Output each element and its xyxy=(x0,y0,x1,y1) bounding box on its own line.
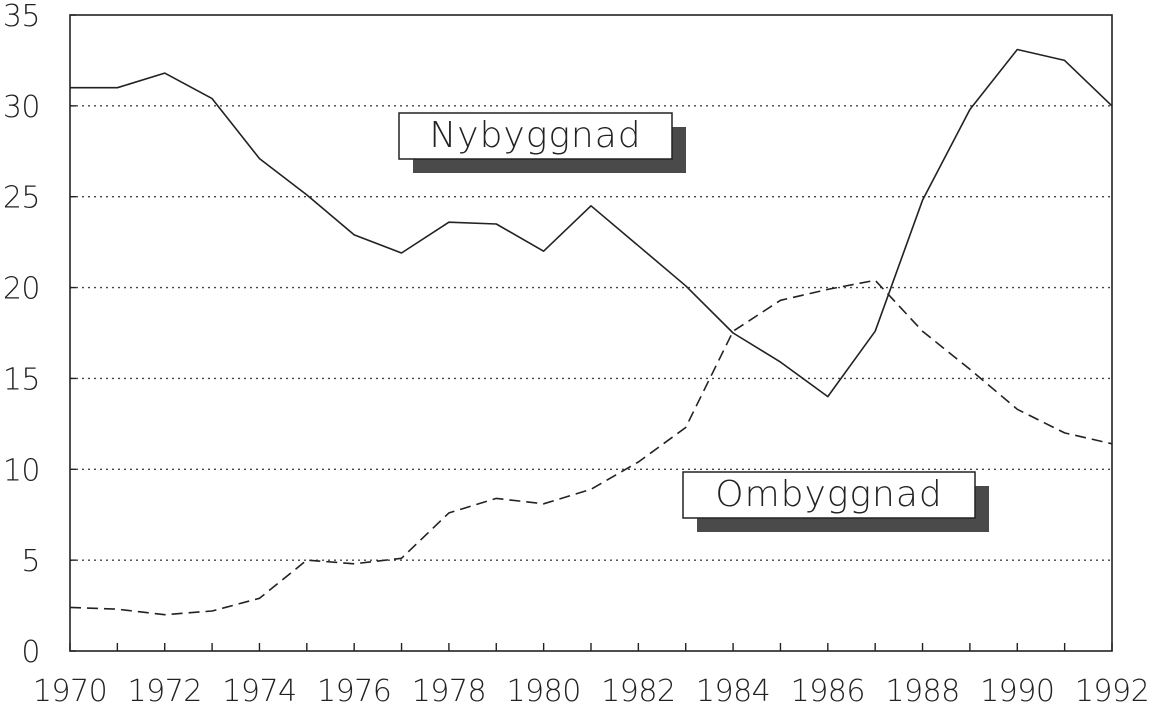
y-tick-label: 0 xyxy=(21,635,40,670)
y-tick-label: 30 xyxy=(3,90,40,125)
x-tick-label: 1984 xyxy=(696,674,770,709)
x-tick-label: 1976 xyxy=(317,674,391,709)
x-tick-label: 1970 xyxy=(33,674,107,709)
x-tick-label: 1986 xyxy=(791,674,865,709)
series-line-ombyggnad xyxy=(69,279,1113,616)
series-label-ombyggnad: Ombyggnad xyxy=(682,471,989,532)
series-name: Nybyggnad xyxy=(429,115,641,156)
x-tick-label: 1992 xyxy=(1075,674,1149,709)
x-tick-label: 1982 xyxy=(601,674,675,709)
y-tick-label: 25 xyxy=(3,181,40,216)
y-tick-label: 35 xyxy=(3,0,40,34)
x-tick-label: 1972 xyxy=(128,674,202,709)
x-tick-label: 1974 xyxy=(222,674,296,709)
plot-border xyxy=(69,14,1113,652)
x-tick-label: 1980 xyxy=(506,674,580,709)
series-name: Ombyggnad xyxy=(715,474,943,515)
series-labels: Nybyggnad Ombyggnad xyxy=(398,112,989,532)
plot-frame xyxy=(69,14,1113,652)
y-tick-label: 10 xyxy=(3,453,40,488)
series-line-nybyggnad xyxy=(70,48,1113,398)
x-tick-label: 1990 xyxy=(980,674,1054,709)
y-tick-label: 15 xyxy=(3,362,40,397)
label-box xyxy=(398,112,673,160)
label-box xyxy=(682,471,976,519)
x-tick-label: 1978 xyxy=(412,674,486,709)
y-tick-label: 5 xyxy=(21,544,40,579)
series-lines xyxy=(69,48,1113,616)
axis-ticks: 0 5 10 15 20 25 30 35 1970 1972 1974 1976 1978 1980 19… xyxy=(3,0,1150,709)
series-label-nybyggnad: Nybyggnad xyxy=(398,112,686,173)
x-tick-label: 1988 xyxy=(885,674,959,709)
y-tick-label: 20 xyxy=(3,272,40,307)
